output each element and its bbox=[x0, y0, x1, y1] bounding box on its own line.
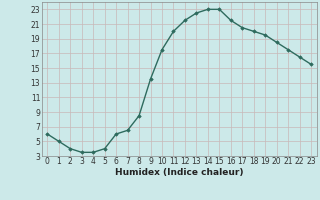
X-axis label: Humidex (Indice chaleur): Humidex (Indice chaleur) bbox=[115, 168, 244, 177]
